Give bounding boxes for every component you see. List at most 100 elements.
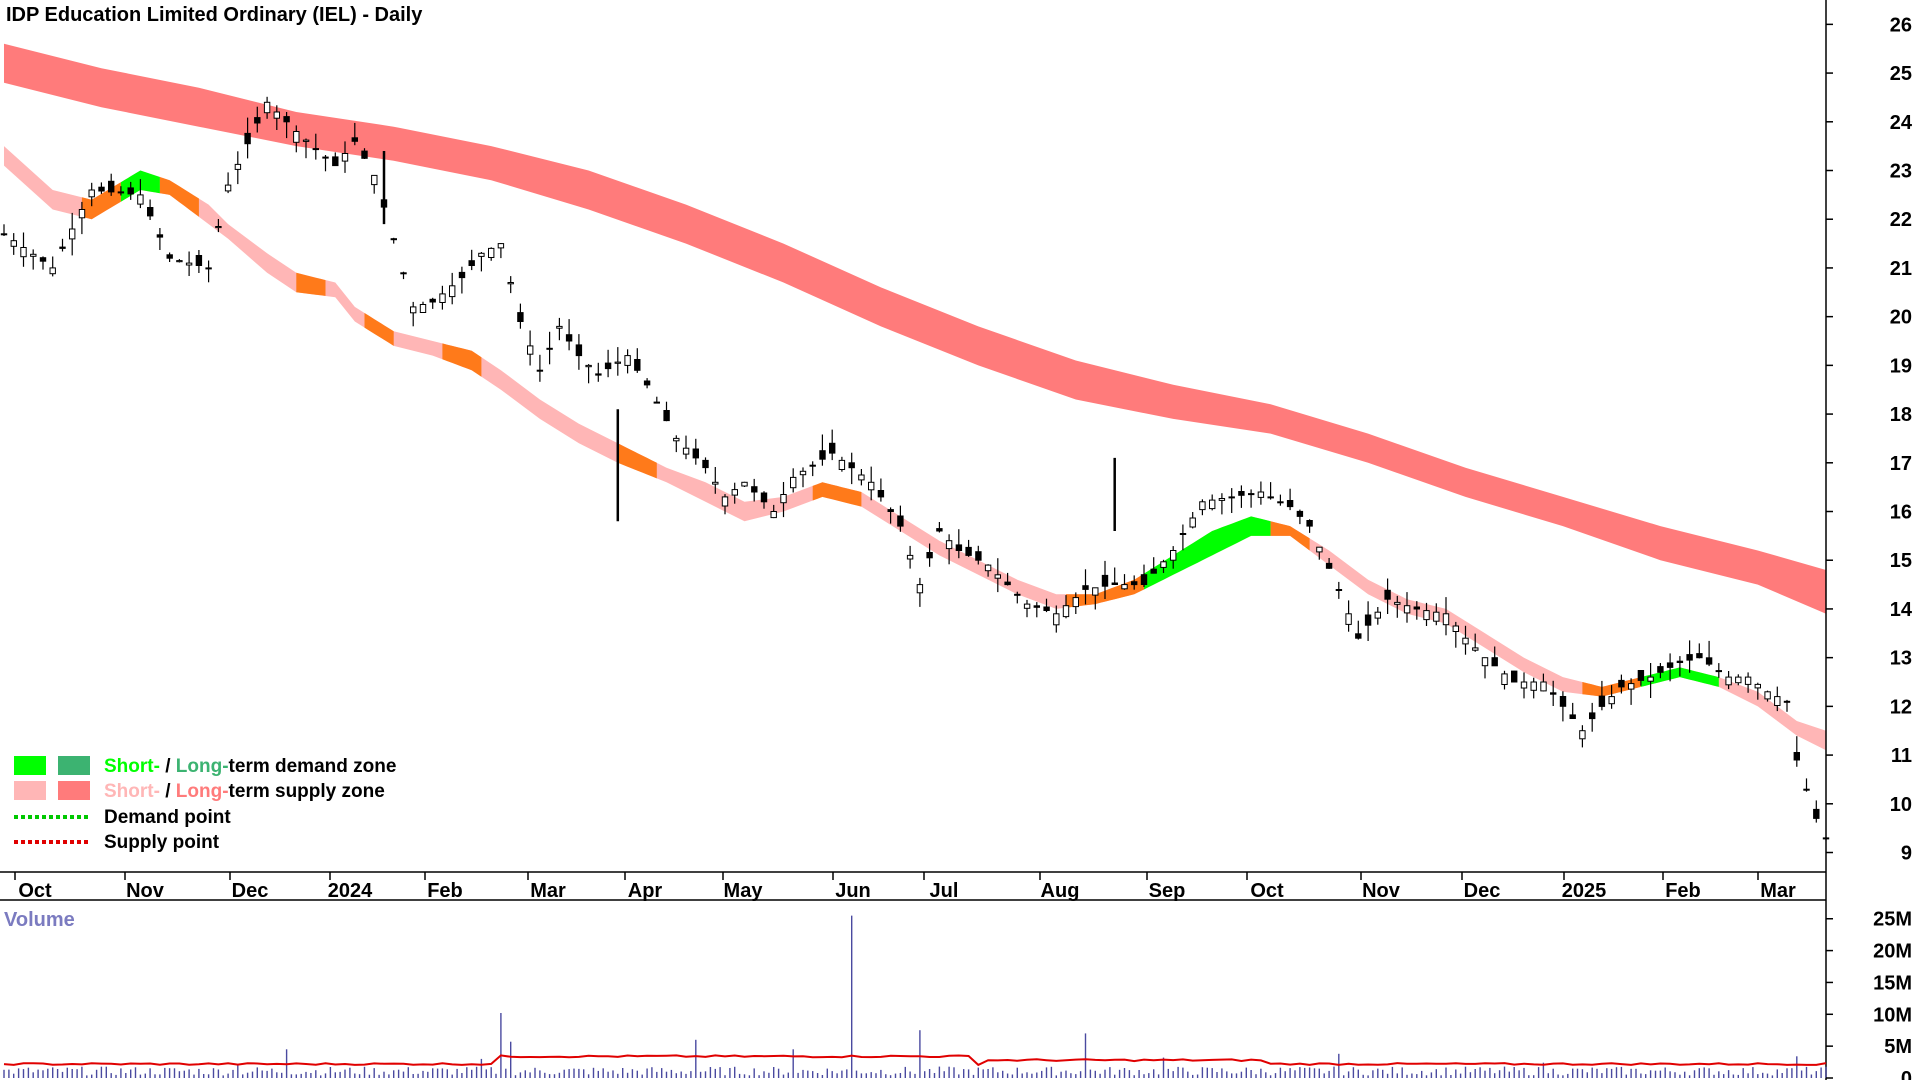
- candle-body: [1364, 614, 1372, 626]
- candle-body: [1150, 568, 1157, 574]
- volume-tick-label: 15M: [1873, 972, 1912, 994]
- candle-body: [449, 285, 456, 298]
- candle-body: [1452, 625, 1459, 632]
- candle-37: [361, 148, 368, 159]
- candle-75: [731, 482, 738, 504]
- short-band-zone-9: [1144, 516, 1271, 590]
- candle-52: [507, 276, 514, 294]
- candle-body: [1345, 613, 1352, 625]
- candle-body: [858, 474, 865, 481]
- candle-114: [1111, 567, 1118, 585]
- candle-73: [712, 467, 719, 494]
- candle-32: [312, 133, 320, 160]
- candle-body: [69, 228, 76, 240]
- candle-2: [20, 232, 27, 267]
- candle-72: [702, 457, 709, 474]
- x-tick-label: Dec: [1464, 880, 1501, 902]
- candle-body: [653, 401, 660, 404]
- candle-115: [1121, 574, 1128, 590]
- candle-body: [1744, 676, 1752, 685]
- x-tick-label: Dec: [232, 880, 269, 902]
- price-tick-label: 19: [1890, 355, 1912, 377]
- candle-78: [760, 491, 768, 509]
- candle-body: [916, 584, 924, 594]
- candle-185: [1803, 778, 1810, 792]
- candle-body: [1228, 496, 1235, 499]
- x-tick-label: Jun: [835, 880, 871, 902]
- candle-body: [1511, 670, 1518, 683]
- candle-5: [49, 256, 56, 277]
- candle-body: [565, 334, 573, 342]
- candle-101: [984, 564, 992, 577]
- candle-body: [98, 186, 105, 192]
- candle-14: [137, 179, 144, 209]
- candle-168: [1637, 670, 1645, 686]
- candle-body: [400, 272, 407, 275]
- candle-body: [984, 564, 992, 572]
- candle-150: [1462, 625, 1469, 655]
- legend-swatch-long: [58, 781, 90, 800]
- candle-84: [819, 434, 826, 466]
- candle-11: [108, 173, 115, 196]
- candle-86: [838, 456, 846, 472]
- candle-47: [458, 266, 466, 294]
- candle-body: [195, 255, 203, 266]
- candle-body: [1579, 730, 1586, 740]
- candle-175: [1705, 640, 1713, 667]
- candle-body: [1637, 670, 1645, 681]
- candle-body: [721, 496, 729, 507]
- candle-64: [624, 349, 631, 374]
- candle-body: [215, 226, 222, 229]
- candle-82: [799, 467, 807, 488]
- candle-152: [1481, 657, 1489, 679]
- candle-183: [1783, 699, 1791, 712]
- candle-body: [1813, 808, 1820, 819]
- candle-51: [497, 243, 505, 259]
- candle-158: [1540, 673, 1547, 692]
- candle-body: [1783, 700, 1791, 703]
- candle-body: [1023, 603, 1031, 609]
- candle-body: [799, 470, 807, 476]
- candle-body: [429, 298, 436, 303]
- candle-49: [478, 252, 485, 272]
- candle-123: [1199, 499, 1206, 516]
- candle-body: [1062, 605, 1070, 618]
- price-tick-label: 26: [1890, 14, 1912, 36]
- candle-94: [916, 577, 924, 607]
- candle-24: [234, 151, 242, 185]
- candle-body: [1277, 501, 1284, 504]
- candle-body: [1462, 637, 1469, 645]
- price-tick-label: 24: [1890, 112, 1913, 134]
- candle-97: [945, 534, 953, 565]
- long-term-supply-band: [4, 43, 1826, 614]
- short-term-supply-zone: [4, 146, 1826, 751]
- candle-body: [1433, 611, 1440, 622]
- candle-138: [1345, 600, 1352, 632]
- candle-28: [273, 105, 281, 130]
- candle-body: [809, 464, 816, 467]
- x-tick-label: Nov: [126, 880, 165, 902]
- legend-label-rest: term supply zone: [229, 781, 385, 802]
- candle-19: [185, 251, 193, 276]
- candle-body: [945, 540, 953, 550]
- candle-163: [1589, 702, 1596, 732]
- candle-119: [1160, 559, 1167, 573]
- candle-182: [1774, 686, 1781, 712]
- x-tick-label: Apr: [628, 880, 663, 902]
- candle-21: [205, 260, 212, 283]
- candle-167: [1628, 678, 1635, 705]
- candle-180: [1754, 682, 1761, 700]
- candle-body: [1316, 546, 1323, 553]
- candle-122: [1189, 512, 1196, 529]
- candle-69: [673, 435, 680, 453]
- candle-body: [1209, 499, 1216, 510]
- candle-165: [1608, 685, 1615, 709]
- volume-tick-label: 0: [1901, 1068, 1912, 1080]
- candle-body: [1491, 657, 1498, 667]
- candle-body: [117, 191, 125, 194]
- candle-7: [69, 212, 76, 256]
- price-tick-label: 16: [1890, 502, 1912, 524]
- candle-body: [1053, 613, 1060, 626]
- candle-135: [1316, 546, 1323, 560]
- candle-body: [10, 240, 18, 247]
